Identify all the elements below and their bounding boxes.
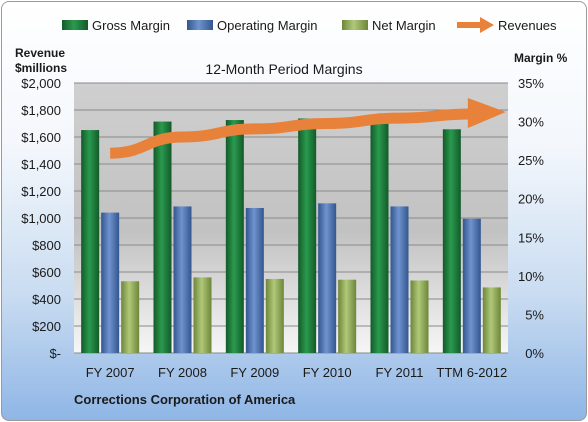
legend-swatch-net [342,20,368,30]
bar-net-margin [338,279,357,353]
legend: Gross Margin Operating Margin Net Margin… [62,17,557,33]
x-tick-label: FY 2008 [158,365,207,380]
left-tick-label: $1,200 [21,184,61,199]
left-tick-label: $800 [32,238,61,253]
bar-net-margin [121,281,140,353]
bar-operating-margin [245,207,264,353]
left-tick-label: $600 [32,265,61,280]
bar-operating-margin [318,203,337,353]
x-axis-ticks: FY 2007 FY 2008 FY 2009 FY 2010 FY 2011 TTM 6… [86,365,508,380]
bar-net-margin [410,280,429,353]
x-tick-label: FY 2010 [303,365,352,380]
left-tick-label: $1,800 [21,103,61,118]
legend-label-net: Net Margin [372,18,436,33]
legend-label-revenues: Revenues [498,18,557,33]
right-tick-label: 35% [518,76,544,91]
legend-arrow-revenues [457,17,494,33]
legend-swatch-gross [62,20,88,30]
left-tick-label: $200 [32,319,61,334]
left-axis-label-1: Revenue [15,46,65,60]
left-tick-label: $1,400 [21,157,61,172]
bar-gross-margin [81,130,100,353]
bar-net-margin [193,277,212,353]
bar-operating-margin [173,206,192,353]
bar-gross-margin [298,118,317,353]
bar-gross-margin [225,120,244,354]
left-tick-label: $1,600 [21,130,61,145]
bar-operating-margin [101,212,120,353]
right-tick-label: 25% [518,153,544,168]
legend-label-operating: Operating Margin [217,18,317,33]
chart-title: 12-Month Period Margins [205,61,362,77]
x-tick-label: FY 2009 [230,365,279,380]
left-tick-label: $2,000 [21,76,61,91]
company-name: Corrections Corporation of America [74,392,296,407]
right-tick-label: 0% [525,346,544,361]
revenue-arrowhead [467,98,506,129]
revenue-line [110,108,472,159]
right-axis-ticks: 0% 5% 10% 15% 20% 25% 30% 35% [518,76,544,361]
legend-swatch-operating [187,20,213,30]
right-tick-label: 5% [525,307,544,322]
bar-group [81,117,501,354]
grid-lines [74,82,508,354]
x-tick-label: FY 2007 [86,365,135,380]
right-tick-label: 10% [518,269,544,284]
right-tick-label: 20% [518,192,544,207]
bar-net-margin [482,287,501,353]
right-tick-label: 30% [518,115,544,130]
legend-label-gross: Gross Margin [92,18,170,33]
x-tick-label: TTM 6-2012 [436,365,507,380]
left-tick-label: $1,000 [21,211,61,226]
left-axis-label-2: $millions [15,61,67,75]
bar-gross-margin [153,121,172,353]
left-tick-label: $400 [32,292,61,307]
left-axis-ticks: $- $200 $400 $600 $800 $1,000 $1,200 $1,400 $1,6… [21,76,61,361]
bar-net-margin [265,278,284,353]
bar-operating-margin [390,206,409,353]
revenue-arrow [110,98,506,159]
bar-operating-margin [462,218,481,353]
x-tick-label: FY 2011 [376,365,424,380]
bar-gross-margin [370,117,389,353]
right-axis-label: Margin % [514,51,568,65]
bar-gross-margin [442,129,461,353]
left-tick-label: $- [49,346,61,361]
right-tick-label: 15% [518,230,544,245]
